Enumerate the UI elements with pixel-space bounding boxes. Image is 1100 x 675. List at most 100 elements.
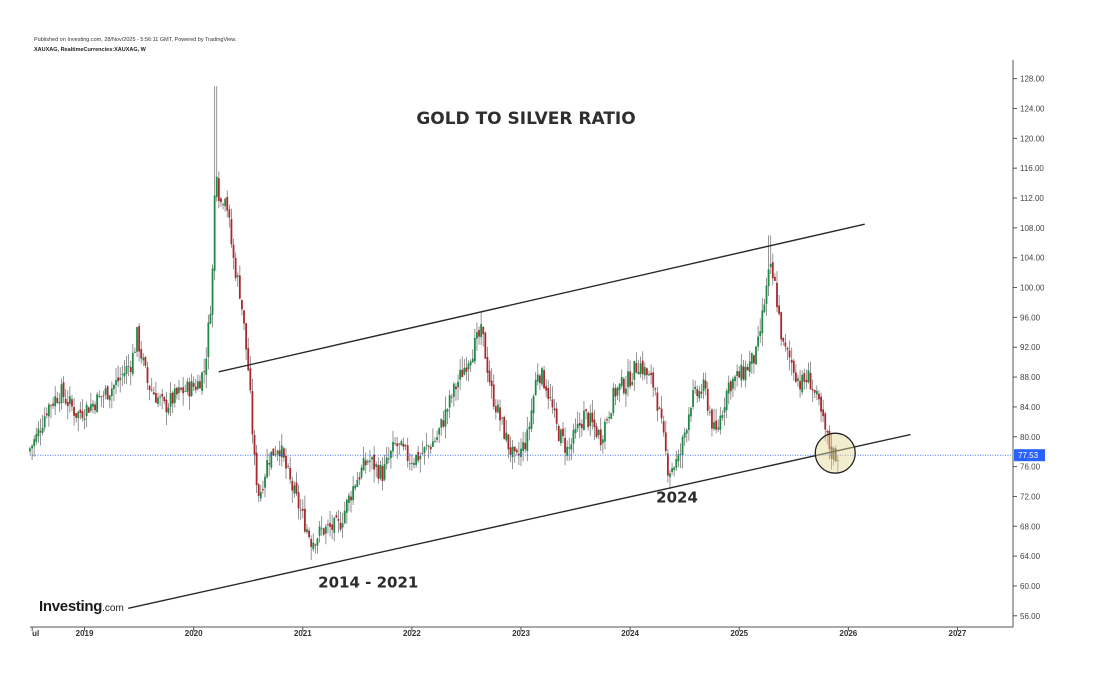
candle-body (463, 367, 466, 375)
candle-body (530, 410, 533, 429)
y-tick-label: 80.00 (1020, 433, 1041, 442)
candle-body (471, 358, 474, 363)
candle-body (215, 176, 218, 198)
candle-body (469, 361, 472, 366)
candle-body (423, 447, 426, 453)
candle-body (480, 324, 483, 338)
candle-body (589, 412, 592, 427)
candle-body (637, 371, 640, 375)
candle-body (570, 444, 573, 450)
candle-body (331, 524, 334, 530)
candle-body (645, 368, 648, 376)
candle-body (813, 390, 816, 393)
candle-body (666, 453, 669, 476)
candle-body (278, 450, 281, 457)
candle-body (234, 257, 237, 279)
candle-body (138, 326, 141, 352)
candle-body (658, 407, 661, 410)
candle-body (803, 373, 806, 382)
candle-body (337, 518, 340, 521)
candle-body (507, 434, 510, 450)
candle-body (186, 381, 189, 392)
candle-body (375, 464, 378, 468)
candle-body (245, 323, 248, 350)
candle-body (377, 464, 380, 479)
candle-body (654, 388, 657, 390)
candle-body (165, 399, 168, 413)
candle-body (79, 409, 82, 413)
last-price-tag (1014, 449, 1045, 462)
candle-body (264, 476, 266, 488)
candle-body (736, 371, 739, 376)
annotation-label: 2014 - 2021 (318, 573, 418, 591)
candle-body (465, 367, 468, 372)
candle-body (725, 390, 728, 411)
candle-body (339, 522, 342, 530)
candle-body (643, 367, 646, 376)
x-tick-label: 2021 (294, 629, 312, 638)
candle-body (765, 285, 768, 305)
candle-body (727, 382, 730, 394)
candle-body (744, 366, 747, 381)
candle-body (625, 388, 627, 395)
candle-body (545, 386, 548, 391)
candle-body (494, 406, 497, 413)
candle-body (150, 389, 153, 391)
candle-body (110, 388, 113, 397)
candle-body (282, 448, 285, 458)
candle-body (98, 395, 101, 397)
candle-body (478, 330, 480, 337)
candle-body (442, 420, 445, 427)
candle-body (396, 443, 399, 447)
candle-body (620, 377, 623, 386)
candle-body (513, 446, 516, 452)
x-tick-label: 2022 (403, 629, 421, 638)
x-tick-label: 2027 (949, 629, 967, 638)
candle-body (497, 404, 499, 413)
candle-body (732, 378, 734, 389)
candle-body (113, 385, 115, 390)
candle-body (175, 387, 178, 395)
candle-body (767, 269, 770, 287)
candle-body (576, 423, 579, 429)
candle-body (828, 431, 831, 450)
candle-body (60, 384, 63, 404)
candle-body (73, 407, 75, 416)
candle-body (406, 445, 409, 462)
candle-body (604, 421, 606, 442)
candle-body (381, 466, 384, 482)
candle-body (392, 441, 394, 452)
candle-body (87, 407, 90, 413)
candle-body (144, 357, 147, 366)
candle-body (161, 393, 164, 397)
candle-body (207, 322, 210, 358)
candle-body (509, 447, 512, 455)
candle-body (81, 411, 84, 418)
candle-body (748, 361, 751, 373)
candle-body (675, 459, 678, 468)
candle-body (438, 428, 441, 435)
candle-body (578, 423, 581, 426)
candle-body (618, 383, 621, 391)
candle-body (742, 366, 745, 380)
candle-body (266, 460, 269, 478)
y-tick-label: 84.00 (1020, 403, 1041, 412)
candle-body (612, 387, 615, 414)
candle-body (559, 429, 562, 444)
candle-body (696, 389, 699, 396)
candle-body (222, 204, 224, 206)
candle-body (262, 489, 264, 491)
candle-body (94, 404, 96, 411)
candle-body (89, 404, 92, 411)
candle-body (173, 388, 176, 403)
highlight-circle (814, 432, 856, 474)
candle-body (455, 386, 457, 390)
candle-body (671, 468, 673, 472)
candle-body (557, 426, 560, 441)
candle-body (431, 441, 434, 447)
candle-body (673, 467, 676, 471)
candle-body (142, 357, 145, 361)
candle-body (629, 371, 632, 387)
trend-line (128, 433, 911, 610)
last-price-label: 77.53 (1018, 451, 1039, 460)
